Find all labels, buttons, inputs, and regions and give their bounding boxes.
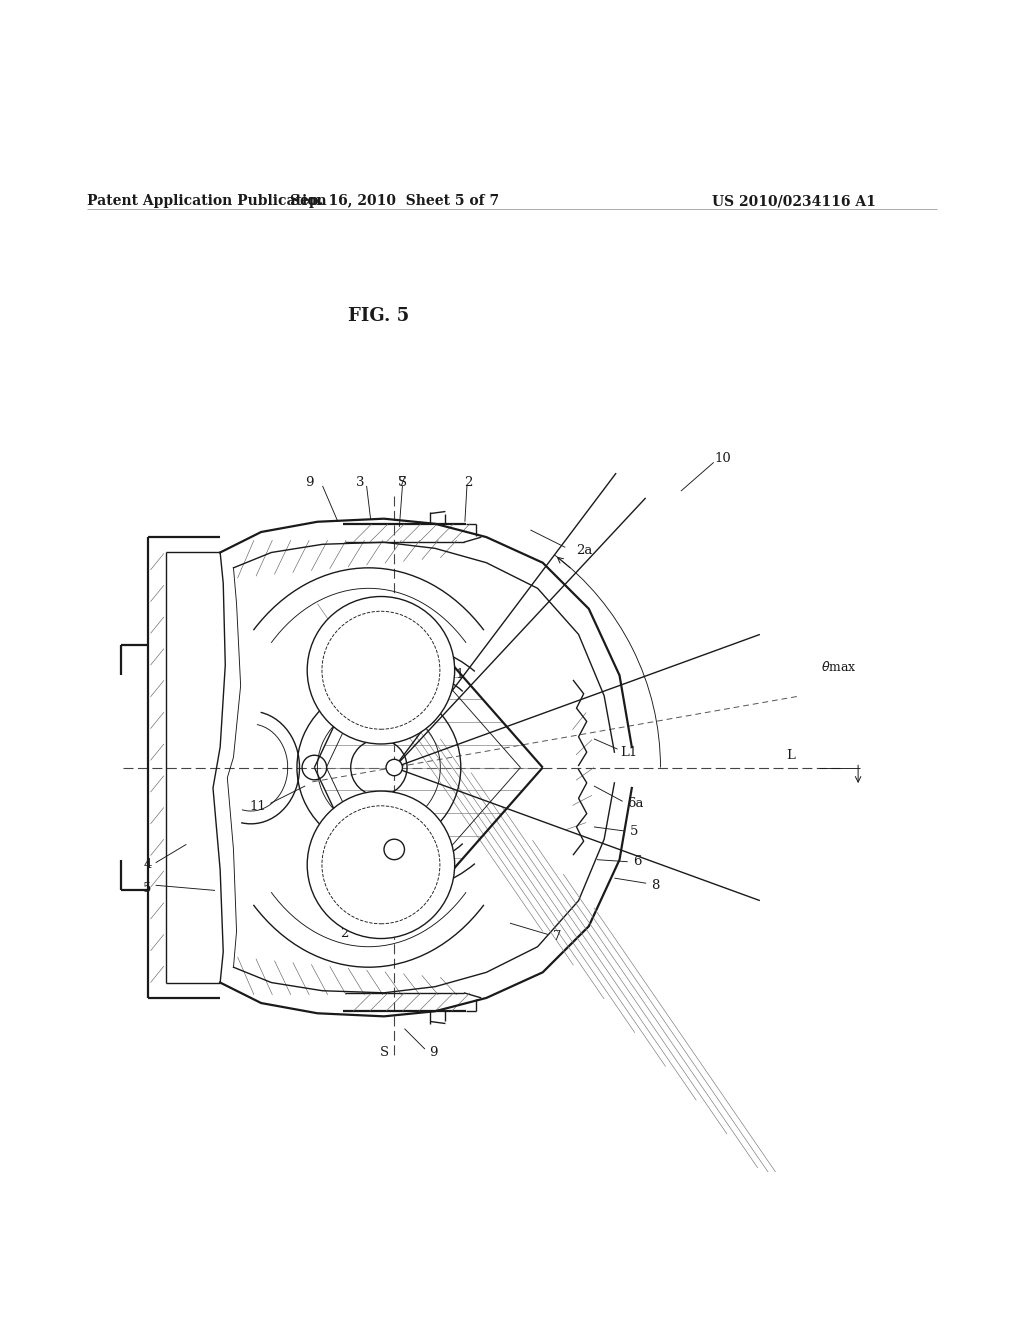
Text: 9: 9 bbox=[429, 1045, 437, 1059]
Text: 2: 2 bbox=[340, 927, 348, 940]
Text: 2a: 2a bbox=[577, 544, 593, 557]
Text: 6: 6 bbox=[633, 855, 641, 869]
Circle shape bbox=[386, 759, 402, 776]
Text: 7: 7 bbox=[398, 477, 407, 490]
Text: L: L bbox=[786, 748, 796, 762]
Text: 2: 2 bbox=[464, 477, 472, 490]
Text: S: S bbox=[380, 1045, 388, 1059]
Text: 4: 4 bbox=[143, 858, 152, 871]
Text: $\theta$max: $\theta$max bbox=[821, 660, 857, 675]
Text: Patent Application Publication: Patent Application Publication bbox=[87, 194, 327, 209]
Text: 11: 11 bbox=[250, 800, 266, 813]
Text: Sep. 16, 2010  Sheet 5 of 7: Sep. 16, 2010 Sheet 5 of 7 bbox=[290, 194, 499, 209]
Ellipse shape bbox=[307, 597, 455, 744]
Text: 6a: 6a bbox=[627, 797, 643, 810]
Text: L1: L1 bbox=[621, 746, 638, 759]
Text: 10: 10 bbox=[715, 451, 731, 465]
Text: US 2010/0234116 A1: US 2010/0234116 A1 bbox=[712, 194, 876, 209]
Text: 3: 3 bbox=[356, 477, 365, 490]
Text: 5: 5 bbox=[630, 825, 638, 837]
Ellipse shape bbox=[307, 791, 455, 939]
Text: 9: 9 bbox=[305, 477, 313, 490]
Text: 8: 8 bbox=[651, 879, 659, 892]
Text: 1: 1 bbox=[456, 668, 464, 681]
Text: 7: 7 bbox=[553, 931, 561, 942]
Text: FIG. 5: FIG. 5 bbox=[348, 306, 410, 325]
Text: 5: 5 bbox=[143, 882, 152, 895]
Text: S: S bbox=[398, 477, 407, 490]
